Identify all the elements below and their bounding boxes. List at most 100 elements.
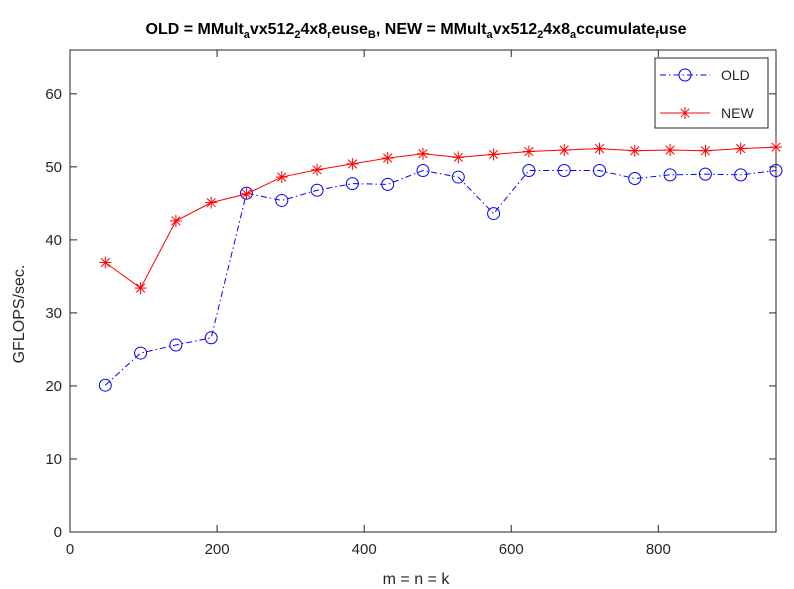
legend-label: NEW — [721, 105, 754, 121]
data-point-new — [311, 163, 324, 176]
data-point-new — [169, 214, 182, 227]
chart-title-part: 2 — [294, 29, 300, 41]
chart-title-part: r — [327, 29, 332, 41]
data-point-new — [593, 142, 606, 155]
legend-label: OLD — [721, 67, 750, 83]
star-stroke — [312, 165, 322, 175]
chart-title-part: vx512 — [250, 21, 295, 38]
data-point-new — [205, 196, 218, 209]
star-stroke — [559, 145, 569, 155]
star-stroke — [383, 153, 393, 163]
data-point-old — [698, 167, 712, 181]
legend-marker — [679, 107, 691, 119]
data-point-new — [417, 147, 429, 160]
data-point-old — [275, 193, 289, 207]
y-tick-label: 0 — [54, 524, 62, 541]
chart-title-part: B — [368, 29, 376, 41]
x-tick-label: 600 — [499, 541, 524, 558]
data-point-new — [699, 144, 712, 157]
y-tick-label: 10 — [45, 451, 62, 468]
star-stroke — [771, 142, 781, 152]
x-tick-label: 800 — [646, 541, 671, 558]
y-tick-label: 50 — [45, 159, 62, 176]
data-point-old — [169, 338, 183, 352]
star-stroke — [488, 149, 499, 160]
chart-title-part: 4x8 — [300, 21, 327, 38]
data-point-new — [381, 152, 394, 165]
star-stroke — [665, 145, 675, 155]
star-stroke — [135, 283, 146, 293]
data-point-new — [99, 256, 112, 269]
legend-box — [654, 57, 769, 129]
y-axis-label: GFLOPS/sec. — [11, 265, 28, 364]
data-point-old — [98, 378, 112, 392]
star-stroke — [630, 146, 640, 156]
data-point-new — [628, 144, 641, 157]
y-tick-label: 60 — [45, 86, 62, 103]
legend-marker — [678, 68, 692, 82]
data-point-new — [452, 151, 465, 164]
data-point-old — [416, 164, 430, 177]
series-new — [99, 141, 782, 295]
plot-area: 0 200 400 600 800 0 10 20 30 40 50 60 OLD NEW — [45, 49, 783, 558]
star-stroke — [171, 216, 181, 226]
data-point-old — [310, 183, 324, 197]
plot-frame — [69, 49, 777, 533]
data-point-old — [204, 331, 218, 345]
data-point-new — [134, 282, 147, 295]
chart-title-part: OLD = MMult — [146, 21, 245, 38]
star-stroke — [347, 159, 358, 169]
data-point-new — [558, 144, 571, 157]
star-stroke — [241, 189, 252, 199]
chart-title-part: vx512 — [493, 21, 538, 38]
data-point-old — [381, 177, 395, 191]
data-point-old — [451, 170, 465, 184]
data-point-new — [664, 144, 677, 157]
chart-title-part: , NEW = MMult — [376, 21, 487, 38]
data-point-old — [628, 172, 642, 186]
data-point-old — [134, 346, 148, 360]
star-stroke — [700, 146, 711, 156]
data-point-new — [240, 187, 253, 200]
data-point-old — [769, 164, 783, 177]
data-point-new — [487, 148, 500, 161]
star-stroke — [418, 149, 428, 159]
legend-item-old: OLD — [660, 67, 750, 83]
star-stroke — [594, 143, 605, 154]
star-stroke — [277, 172, 287, 182]
data-point-new — [734, 142, 747, 155]
star-stroke — [453, 152, 463, 163]
chart-title-part: ccumulate — [576, 21, 655, 38]
data-point-old — [663, 168, 677, 182]
y-tick-label: 30 — [45, 305, 62, 322]
star-stroke — [206, 197, 216, 208]
star-stroke — [680, 108, 690, 118]
y-tick-label: 40 — [45, 232, 62, 249]
star-stroke — [524, 146, 534, 157]
chart-title-part: use — [659, 21, 687, 38]
series-old — [98, 164, 783, 392]
data-point-new — [522, 145, 535, 158]
data-point-old — [734, 168, 748, 182]
series-line-new — [105, 146, 777, 289]
data-point-old — [522, 164, 536, 177]
data-point-new — [275, 171, 288, 184]
data-point-old — [557, 164, 571, 177]
data-point-new — [770, 141, 782, 154]
legend-item-new: NEW — [660, 105, 754, 121]
star-stroke — [100, 257, 110, 268]
x-tick-label: 200 — [205, 541, 230, 558]
x-tick-label: 0 — [66, 541, 74, 558]
chart-title-part: a — [487, 29, 494, 41]
chart-title-part: 2 — [537, 29, 543, 41]
x-tick-label: 400 — [352, 541, 377, 558]
chart-title-part: euse — [331, 21, 368, 38]
chart-title-part: f — [655, 29, 659, 41]
data-point-new — [346, 157, 359, 170]
legend: OLD NEW — [654, 57, 769, 129]
chart-title-part: a — [244, 29, 251, 41]
chart-title-part: a — [570, 29, 577, 41]
star-stroke — [736, 143, 746, 154]
data-point-old — [487, 207, 501, 221]
